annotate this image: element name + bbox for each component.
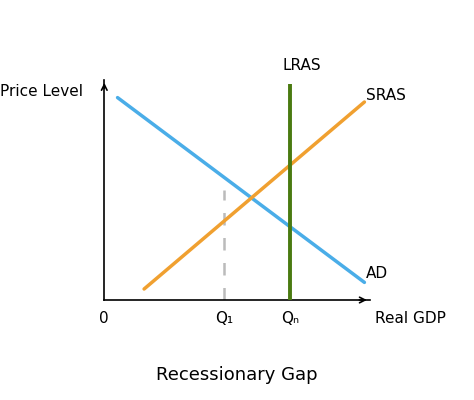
Text: LRAS: LRAS [282, 58, 321, 73]
Text: Price Level: Price Level [0, 84, 83, 99]
Text: Qₙ: Qₙ [281, 311, 299, 326]
Text: 0: 0 [100, 311, 109, 326]
Text: Q₁: Q₁ [215, 311, 233, 326]
Text: Real GDP: Real GDP [375, 311, 446, 326]
Text: SRAS: SRAS [366, 88, 406, 103]
Text: Recessionary Gap: Recessionary Gap [156, 366, 318, 384]
Text: AD: AD [366, 266, 388, 281]
